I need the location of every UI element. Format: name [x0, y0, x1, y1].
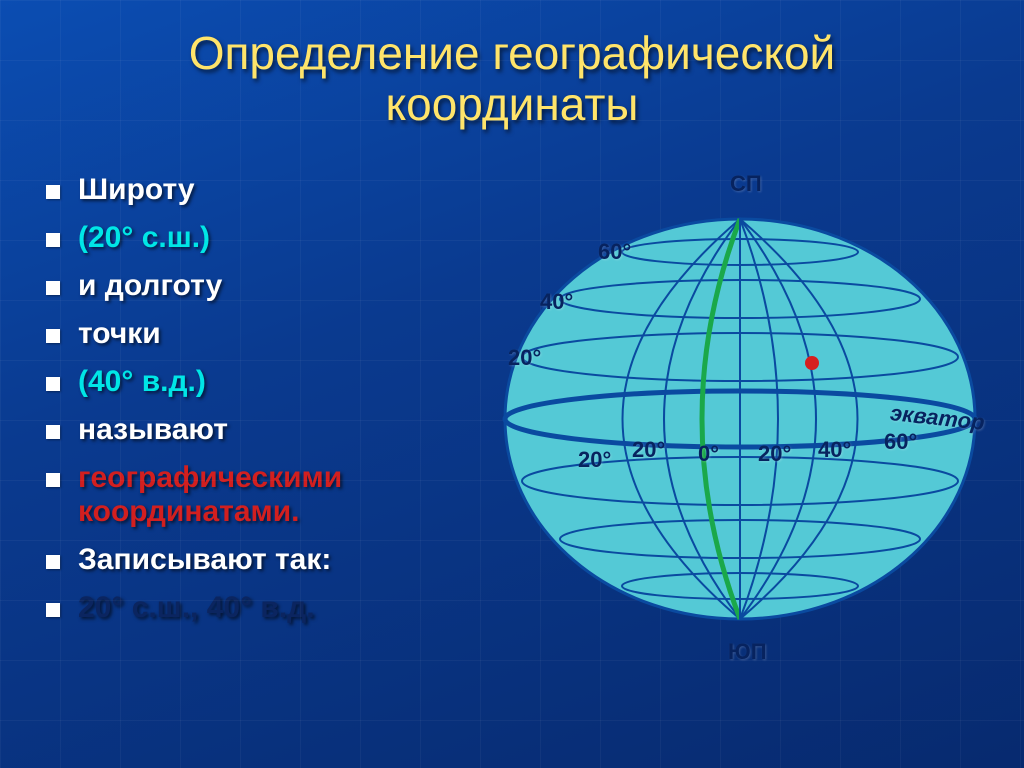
bullet-text: называют — [78, 413, 228, 447]
bullet-marker — [46, 555, 60, 569]
bullet-item: точки — [40, 317, 470, 351]
bullet-item: (20° с.ш.) — [40, 221, 470, 255]
bullet-text: точки — [78, 317, 161, 351]
bullet-marker — [46, 603, 60, 617]
bullet-marker — [46, 425, 60, 439]
bullet-item: (40° в.д.) — [40, 365, 470, 399]
bullet-list: Широту (20° с.ш.) и долготу точки (40° в… — [40, 149, 470, 709]
title-line-2: координаты — [386, 78, 639, 130]
bullet-item: Широту — [40, 173, 470, 207]
bullet-text: (40° в.д.) — [78, 365, 206, 399]
bullet-marker — [46, 473, 60, 487]
page-title: Определение географической координаты — [0, 0, 1024, 139]
bullet-marker — [46, 329, 60, 343]
bullet-marker — [46, 185, 60, 199]
lon-tick-20e: 20° — [758, 441, 791, 467]
bullet-text: географическими координатами. — [78, 461, 470, 529]
label-south-pole: ЮП — [728, 639, 767, 665]
lon-tick-20w: 20° — [632, 437, 665, 463]
bullet-item: и долготу — [40, 269, 470, 303]
lon-tick-40e: 40° — [818, 437, 851, 463]
lat-tick-60: 60° — [598, 239, 631, 265]
label-north-pole: СП — [730, 171, 762, 197]
bullet-marker — [46, 233, 60, 247]
lat-tick-40: 40° — [540, 289, 573, 315]
bullet-text: Записывают так: — [78, 543, 331, 577]
bullet-item: географическими координатами. — [40, 461, 470, 529]
lon-tick-60e: 60° — [884, 429, 917, 455]
content-row: Широту (20° с.ш.) и долготу точки (40° в… — [0, 139, 1024, 709]
lon-tick-0: 0° — [698, 441, 719, 467]
bullet-marker — [46, 377, 60, 391]
lat-tick-20: 20° — [508, 345, 541, 371]
title-line-1: Определение географической — [189, 27, 836, 79]
bullet-item: 20° с.ш., 40° в.д. — [40, 591, 470, 625]
bullet-text: (20° с.ш.) — [78, 221, 210, 255]
lon-tick-20w-extra: 20° — [578, 447, 611, 473]
bullet-text: Широту — [78, 173, 195, 207]
bullet-marker — [46, 281, 60, 295]
bullet-item: называют — [40, 413, 470, 447]
globe-diagram: СП ЮП экватор 20° 40° 60° 20° 20° 0° 20°… — [470, 149, 994, 709]
bullet-text: 20° с.ш., 40° в.д. — [78, 591, 315, 625]
bullet-text: и долготу — [78, 269, 222, 303]
bullet-item: Записывают так: — [40, 543, 470, 577]
